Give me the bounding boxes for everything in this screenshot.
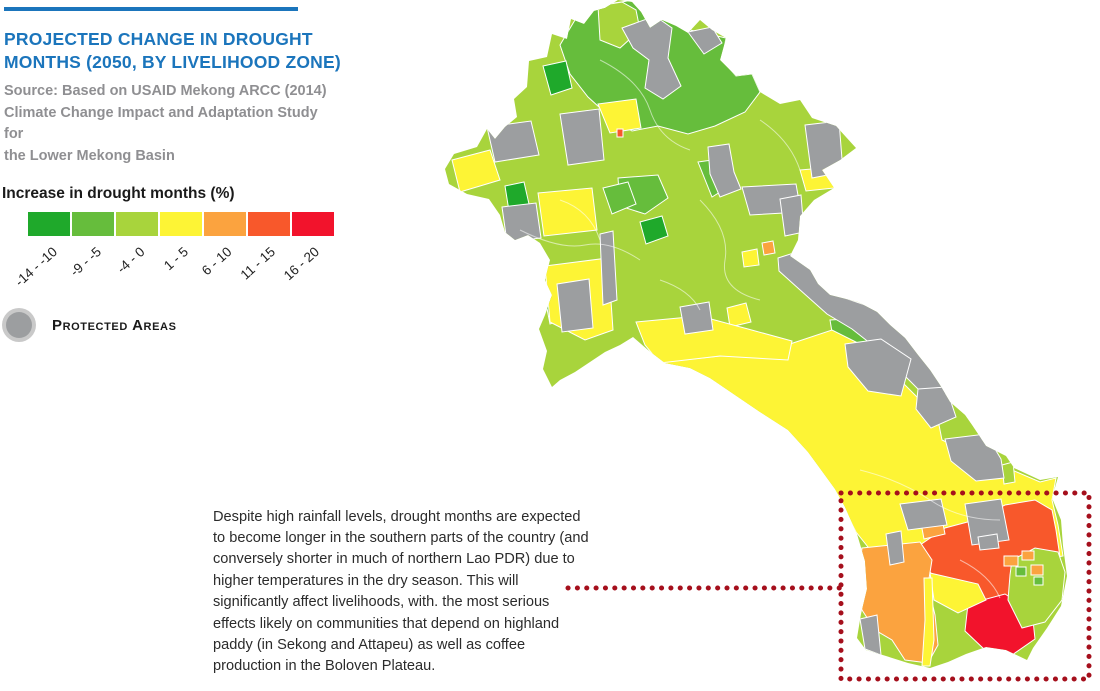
- legend-bin-label: 1 - 5: [160, 244, 192, 274]
- legend-swatch: [115, 212, 159, 236]
- legend: Increase in drought months (%) -14 - -10…: [2, 185, 422, 317]
- legend-bin-label: 11 - 15: [237, 244, 279, 283]
- legend-swatch: [28, 212, 71, 236]
- highlight-region-box: [838, 490, 1092, 682]
- annotation-text: Despite high rainfall levels, drought mo…: [213, 508, 589, 675]
- zone-borders: [519, 59, 1001, 599]
- figure-title: PROJECTED CHANGE IN DROUGHT MONTHS (2050…: [4, 29, 341, 72]
- legend-bin-label: -14 - -10: [11, 244, 60, 290]
- source-note: Source: Based on USAID Mekong ARCC (2014…: [4, 83, 327, 164]
- legend-bin-label: 6 - 10: [199, 244, 235, 279]
- protected-areas-label: Protected Areas: [52, 316, 177, 334]
- livelihood-zones: [451, 0, 1066, 667]
- title-rule: [4, 7, 298, 11]
- protected-areas-legend: Protected Areas: [6, 312, 177, 338]
- header-block: PROJECTED CHANGE IN DROUGHT MONTHS (2050…: [4, 0, 428, 167]
- legend-bin-label: -4 - 0: [113, 244, 148, 277]
- legend-swatches: [28, 212, 334, 236]
- legend-bin-label: 16 - 20: [280, 244, 323, 284]
- legend-swatch: [247, 212, 291, 236]
- legend-swatch: [159, 212, 203, 236]
- legend-title: Increase in drought months (%): [2, 185, 235, 202]
- protected-areas-marker: [6, 312, 32, 338]
- legend-bin-label: -9 - -5: [66, 244, 104, 280]
- legend-swatch: [203, 212, 247, 236]
- legend-swatch: [71, 212, 115, 236]
- legend-swatch: [291, 212, 334, 236]
